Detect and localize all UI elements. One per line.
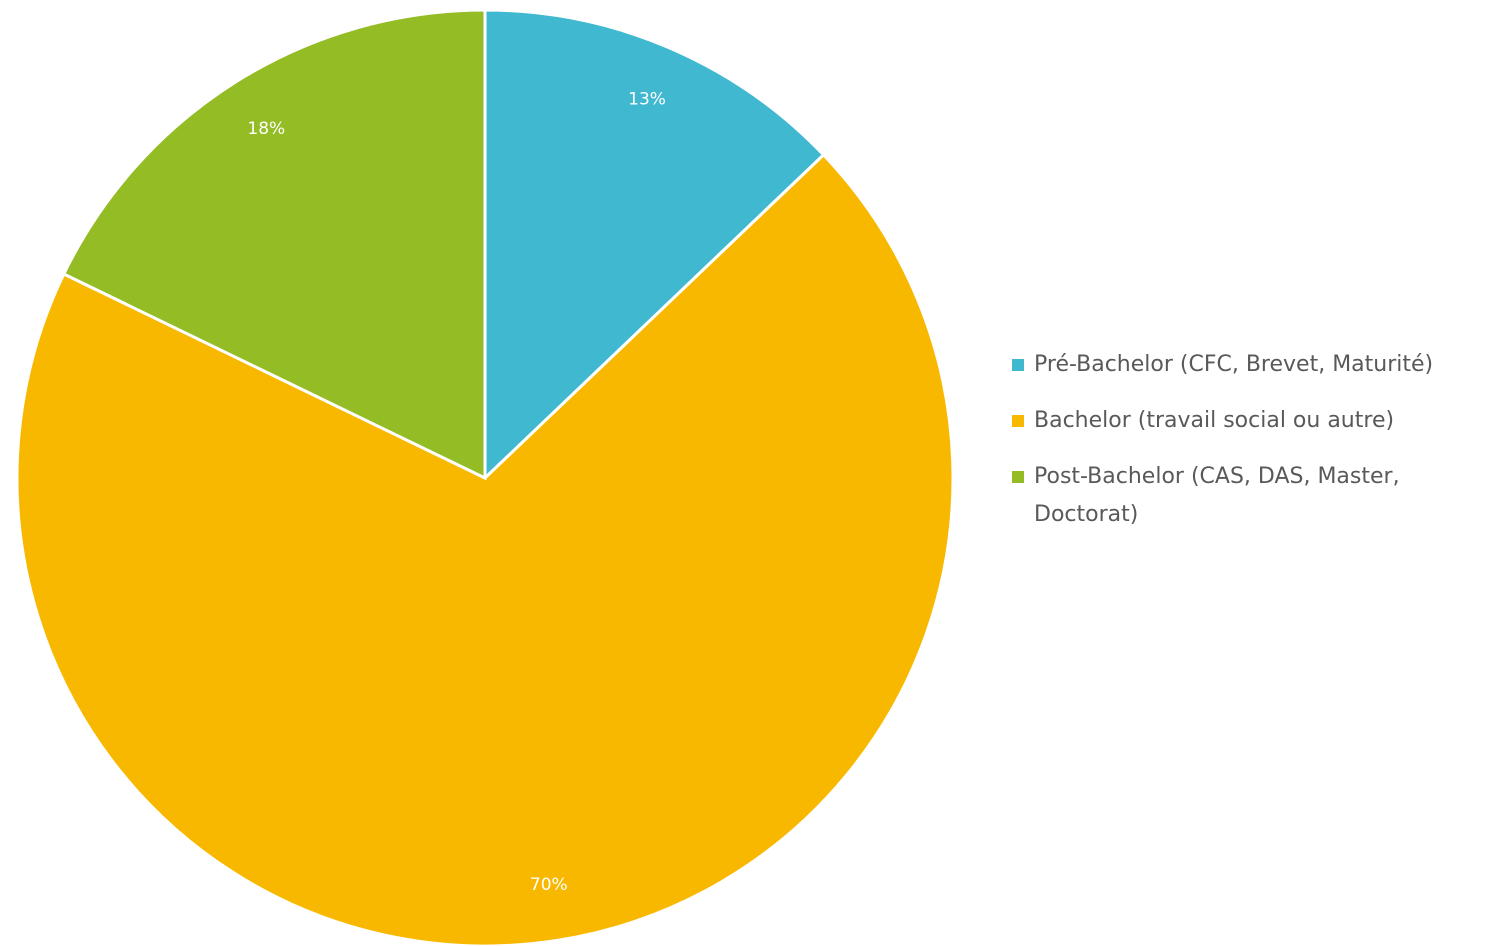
data-label: 18% — [247, 119, 285, 139]
pie-slice — [15, 152, 955, 946]
legend-item: Post-Bachelor (CAS, DAS, Master, Doctora… — [1012, 458, 1482, 534]
data-label: 13% — [628, 89, 666, 109]
pie-slice — [61, 8, 487, 481]
legend-label: Post-Bachelor (CAS, DAS, Master, Doctora… — [1034, 464, 1400, 527]
legend-swatch — [1012, 359, 1024, 371]
legend-label: Pré-Bachelor (CFC, Brevet, Maturité) — [1034, 352, 1434, 377]
legend-item: Pré-Bachelor (CFC, Brevet, Maturité) — [1012, 346, 1482, 384]
chart: 13% 70% 18% — [15, 8, 955, 946]
legend-item: Bachelor (travail social ou autre) — [1012, 402, 1482, 440]
legend-swatch — [1012, 415, 1024, 427]
legend-swatch — [1012, 471, 1024, 483]
legend: Pré-Bachelor (CFC, Brevet, Maturité) Bach… — [1012, 346, 1482, 552]
pie-slice — [483, 8, 826, 482]
legend-label: Bachelor (travail social ou autre) — [1034, 408, 1395, 433]
data-label: 70% — [530, 875, 568, 895]
